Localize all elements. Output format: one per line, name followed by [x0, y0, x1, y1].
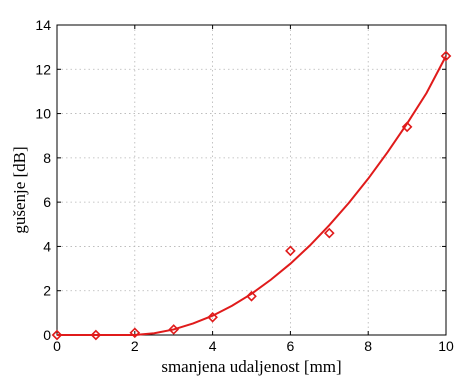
x-tick-label-0: 0: [53, 338, 61, 354]
data-point-0: [51, 329, 63, 341]
y-tick-label-0: 0: [43, 327, 51, 343]
y-tick-label-1: 2: [43, 283, 51, 299]
fit-curve: [57, 55, 447, 336]
x-tick-label-2: 4: [209, 338, 217, 354]
x-tick-label-3: 6: [287, 338, 295, 354]
data-point-8: [401, 121, 413, 133]
x-axis-title: smanjena udaljenost [mm]: [161, 357, 341, 376]
data-point-7: [323, 227, 335, 239]
y-tick-label-7: 14: [35, 17, 51, 33]
y-tick-label-5: 10: [35, 106, 51, 122]
y-tick-label-6: 12: [35, 61, 51, 77]
data-point-6: [285, 245, 296, 257]
series-layer: [51, 50, 452, 341]
x-tick-label-5: 10: [438, 338, 454, 354]
grid: [57, 25, 446, 335]
plot-frame: [56, 24, 447, 336]
y-tick-label-2: 4: [43, 238, 51, 254]
y-tick-label-4: 8: [43, 150, 51, 166]
axis-ticks: 0 2 4 6 8 10 0 2 4 6 8 10 12 14: [35, 17, 454, 354]
x-tick-label-1: 2: [131, 338, 139, 354]
x-tick-label-4: 8: [364, 338, 372, 354]
y-tick-label-3: 6: [43, 194, 51, 210]
data-point-2: [129, 327, 141, 339]
y-axis-title: gušenje [dB]: [10, 146, 29, 233]
data-point-9: [440, 50, 452, 62]
data-point-1: [90, 329, 102, 341]
